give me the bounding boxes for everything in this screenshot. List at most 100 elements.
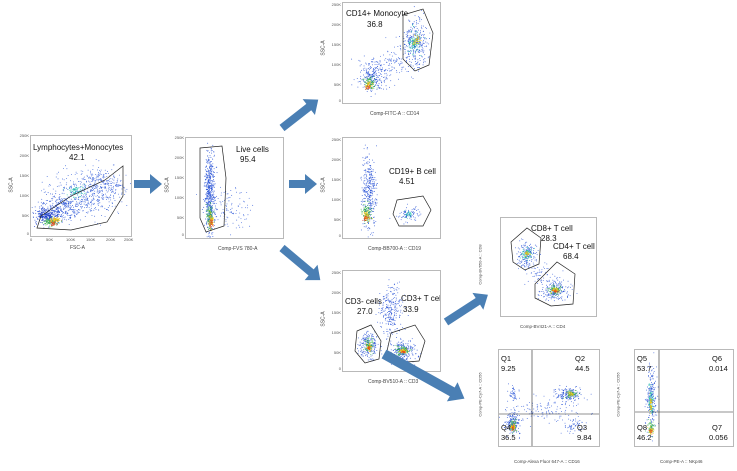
event-dot — [98, 174, 100, 176]
event-dot — [208, 209, 210, 211]
event-dot — [393, 289, 395, 291]
event-dot — [51, 213, 53, 215]
event-dot — [402, 347, 404, 349]
event-dot — [98, 167, 99, 168]
event-dot — [57, 199, 59, 201]
event-dot — [374, 346, 376, 348]
event-dot — [529, 259, 531, 261]
event-dot — [410, 210, 412, 212]
event-dot — [73, 206, 74, 208]
event-dot — [230, 234, 232, 236]
event-dot — [391, 55, 393, 57]
event-dot — [57, 214, 59, 216]
event-dot — [381, 67, 383, 69]
event-dot — [369, 168, 370, 170]
event-dot — [50, 207, 52, 209]
event-dot — [367, 213, 369, 215]
event-dot — [398, 216, 400, 218]
event-dot — [69, 191, 71, 193]
event-dot — [393, 309, 395, 311]
event-dot — [367, 204, 369, 206]
event-dot — [533, 255, 535, 257]
event-dot — [381, 69, 383, 70]
event-dot — [370, 66, 371, 68]
event-dot — [50, 220, 52, 222]
event-dot — [401, 58, 403, 60]
event-dot — [388, 324, 389, 326]
event-dot — [52, 197, 54, 199]
event-dot — [383, 63, 385, 65]
event-dot — [104, 176, 106, 178]
event-dot — [393, 60, 394, 62]
event-dot — [378, 69, 380, 71]
event-dot — [213, 155, 215, 157]
event-dot — [412, 40, 414, 42]
event-dot — [113, 182, 115, 184]
event-dot — [50, 193, 52, 195]
event-dot — [401, 350, 403, 352]
event-dot — [393, 46, 395, 48]
event-dot — [422, 44, 424, 46]
event-dot — [105, 187, 107, 189]
event-dot — [74, 205, 76, 207]
event-dot — [373, 74, 375, 76]
event-dot — [371, 79, 373, 81]
event-dot — [86, 207, 88, 208]
event-dot — [368, 178, 370, 180]
event-dot — [377, 343, 379, 345]
event-dot — [424, 58, 426, 60]
event-dot — [381, 75, 383, 77]
event-dot — [369, 83, 371, 85]
event-dot — [211, 212, 213, 214]
event-dot — [209, 163, 211, 165]
event-dot — [208, 235, 210, 237]
event-dot — [397, 351, 399, 353]
event-dot — [359, 65, 361, 67]
event-dot — [241, 222, 243, 224]
event-dot — [373, 222, 375, 224]
event-dot — [388, 58, 390, 60]
event-dot — [63, 207, 65, 209]
event-dot — [370, 179, 372, 181]
event-dot — [392, 318, 394, 320]
event-dot — [56, 219, 57, 221]
event-dot — [390, 317, 392, 319]
event-dot — [375, 203, 377, 205]
event-dot — [207, 203, 209, 205]
event-dot — [366, 337, 368, 338]
event-dot — [209, 161, 211, 163]
event-dot — [90, 209, 92, 211]
event-dot — [98, 200, 100, 202]
event-dot — [530, 247, 532, 249]
event-dot — [389, 328, 391, 330]
event-dot — [51, 193, 53, 195]
event-dot — [103, 173, 105, 175]
event-dot — [366, 219, 368, 221]
event-dot — [108, 180, 110, 182]
event-dot — [359, 80, 361, 82]
event-dot — [413, 43, 415, 45]
event-dot — [98, 172, 99, 174]
event-dot — [211, 205, 213, 207]
event-dot — [406, 354, 407, 356]
event-dot — [410, 40, 411, 42]
event-dot — [375, 199, 377, 201]
event-dot — [402, 301, 404, 303]
event-dot — [112, 164, 114, 166]
event-dot — [38, 214, 40, 216]
event-dot — [395, 310, 397, 312]
event-dot — [209, 155, 211, 157]
event-dot — [210, 177, 212, 178]
event-dot — [418, 215, 419, 217]
event-dot — [56, 199, 58, 201]
event-dot — [84, 190, 85, 192]
event-dot — [44, 215, 46, 217]
event-dot — [62, 212, 64, 214]
event-dot — [46, 194, 47, 196]
event-dot — [213, 218, 215, 220]
event-dot — [385, 58, 387, 60]
event-dot — [208, 212, 210, 214]
event-dot — [418, 40, 420, 42]
event-dot — [521, 238, 522, 240]
event-dot — [72, 189, 74, 191]
